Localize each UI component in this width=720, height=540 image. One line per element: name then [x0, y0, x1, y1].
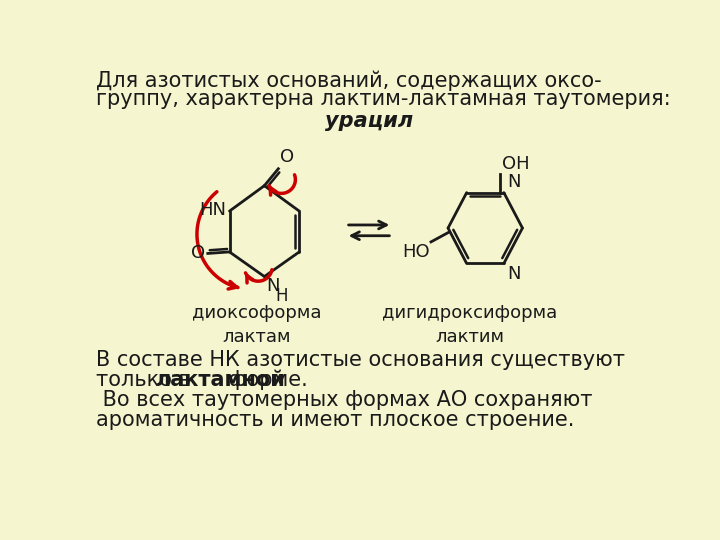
Text: HN: HN	[199, 200, 226, 219]
Text: N: N	[508, 265, 521, 283]
Text: только в: только в	[96, 370, 198, 390]
Text: форме.: форме.	[222, 370, 307, 390]
Text: дигидроксиформа
лактим: дигидроксиформа лактим	[382, 303, 557, 347]
Text: H: H	[275, 287, 288, 305]
Text: Во всех таутомерных формах АО сохраняют: Во всех таутомерных формах АО сохраняют	[96, 390, 593, 410]
Text: O: O	[280, 147, 294, 166]
Text: В составе НК азотистые основания существуют: В составе НК азотистые основания существ…	[96, 350, 625, 370]
Text: ароматичность и имеют плоское строение.: ароматичность и имеют плоское строение.	[96, 410, 575, 430]
Text: группу, характерна лактим-лактамная таутомерия:: группу, характерна лактим-лактамная таут…	[96, 90, 671, 110]
Text: OH: OH	[502, 154, 529, 173]
Text: диоксоформа
лактам: диоксоформа лактам	[192, 303, 321, 347]
Text: урацил: урацил	[325, 111, 413, 131]
Text: N: N	[508, 173, 521, 191]
Text: O: O	[191, 245, 204, 262]
Text: HO: HO	[402, 244, 429, 261]
Text: Для азотистых оснований, содержащих оксо-: Для азотистых оснований, содержащих оксо…	[96, 71, 602, 91]
Text: лактамной: лактамной	[156, 370, 285, 390]
Text: N: N	[266, 278, 279, 295]
